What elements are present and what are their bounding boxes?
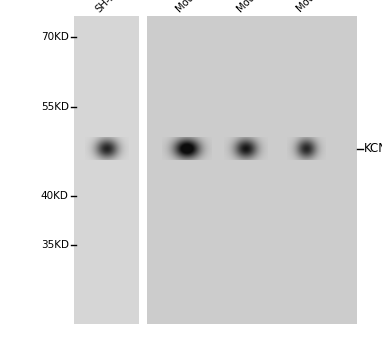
- Text: 55KD: 55KD: [41, 102, 69, 112]
- Text: 40KD: 40KD: [41, 191, 69, 201]
- Text: Mouse intestine: Mouse intestine: [235, 0, 299, 14]
- Bar: [139, 16, 147, 324]
- Text: Mouse brain: Mouse brain: [174, 0, 225, 14]
- Text: 35KD: 35KD: [41, 240, 69, 250]
- Bar: [147, 16, 357, 324]
- Text: SH-SY5Y: SH-SY5Y: [94, 0, 131, 14]
- Text: 70KD: 70KD: [41, 32, 69, 42]
- Bar: [74, 16, 139, 324]
- Text: Mouse pancreas: Mouse pancreas: [295, 0, 359, 14]
- Text: KCNK9: KCNK9: [364, 142, 382, 155]
